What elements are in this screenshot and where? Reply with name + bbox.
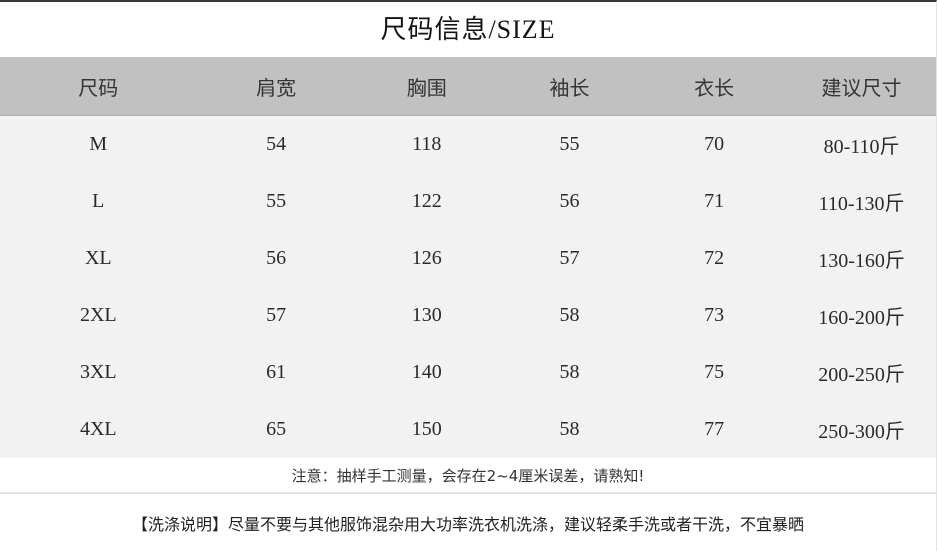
column-header-sleeve: 袖长: [549, 77, 590, 100]
size-label: 2XL: [79, 304, 117, 326]
chest-value: 118: [412, 133, 442, 155]
sleeve-value: 58: [559, 418, 580, 440]
table-header-row: 尺码 肩宽 胸围 袖长 衣长 建议尺寸: [0, 57, 936, 116]
chest-value: 150: [411, 418, 442, 440]
shoulder-value: 54: [266, 133, 287, 155]
column-header-suggested: 建议尺寸: [821, 77, 902, 100]
page-title: 尺码信息/SIZE: [0, 2, 936, 57]
column-header-chest: 胸围: [406, 77, 447, 100]
table-row: 4XL 65 150 58 77 250-300斤: [0, 401, 936, 458]
table-row: XL 56 126 57 72 130-160斤: [0, 230, 936, 287]
size-label: 3XL: [79, 361, 117, 383]
shoulder-value: 56: [266, 247, 287, 269]
table-row: 3XL 61 140 58 75 200-250斤: [0, 344, 936, 401]
table-row: M 54 118 55 70 80-110斤: [0, 116, 936, 173]
suggested-weight: 160-200斤: [818, 307, 905, 329]
shoulder-value: 61: [266, 361, 287, 383]
sleeve-value: 55: [559, 133, 580, 155]
length-value: 72: [704, 247, 725, 269]
suggested-weight: 200-250斤: [818, 364, 905, 386]
column-header-size: 尺码: [78, 77, 119, 100]
length-value: 71: [704, 190, 725, 212]
measurement-note-text: 注意：抽样手工测量，会存在2~4厘米误差，请熟知!: [291, 466, 645, 485]
size-label: XL: [84, 247, 112, 269]
suggested-weight: 80-110斤: [823, 136, 900, 158]
chest-value: 140: [411, 361, 442, 383]
chest-value: 122: [411, 190, 442, 212]
size-table: 尺码 肩宽 胸围 袖长 衣长 建议尺寸 M 54 118 55 70 80-11…: [0, 57, 936, 458]
sleeve-value: 56: [559, 190, 580, 212]
sleeve-value: 57: [559, 247, 580, 269]
sleeve-value: 58: [559, 361, 580, 383]
table-row: 2XL 57 130 58 73 160-200斤: [0, 287, 936, 344]
chest-value: 130: [411, 304, 442, 326]
washing-instructions-text: 【洗涤说明】尽量不要与其他服饰混杂用大功率洗衣机洗涤，建议轻柔手洗或者干洗，不宜…: [131, 514, 804, 534]
suggested-weight: 130-160斤: [818, 250, 905, 272]
length-value: 77: [704, 418, 725, 440]
length-value: 73: [704, 304, 725, 326]
length-value: 70: [704, 133, 725, 155]
size-label: L: [92, 190, 105, 212]
size-label: 4XL: [79, 418, 117, 440]
chest-value: 126: [411, 247, 442, 269]
shoulder-value: 65: [266, 418, 287, 440]
shoulder-value: 55: [266, 190, 287, 212]
column-header-length: 衣长: [694, 77, 735, 100]
length-value: 75: [704, 361, 725, 383]
column-header-shoulder: 肩宽: [256, 77, 297, 100]
shoulder-value: 57: [266, 304, 287, 326]
washing-instructions: 【洗涤说明】尽量不要与其他服饰混杂用大功率洗衣机洗涤，建议轻柔手洗或者干洗，不宜…: [0, 494, 936, 551]
suggested-weight: 250-300斤: [818, 421, 905, 443]
size-label: M: [89, 133, 108, 155]
measurement-note: 注意：抽样手工测量，会存在2~4厘米误差，请熟知!: [0, 458, 936, 494]
table-row: L 55 122 56 71 110-130斤: [0, 173, 936, 230]
suggested-weight: 110-130斤: [818, 193, 905, 215]
sleeve-value: 58: [559, 304, 580, 326]
